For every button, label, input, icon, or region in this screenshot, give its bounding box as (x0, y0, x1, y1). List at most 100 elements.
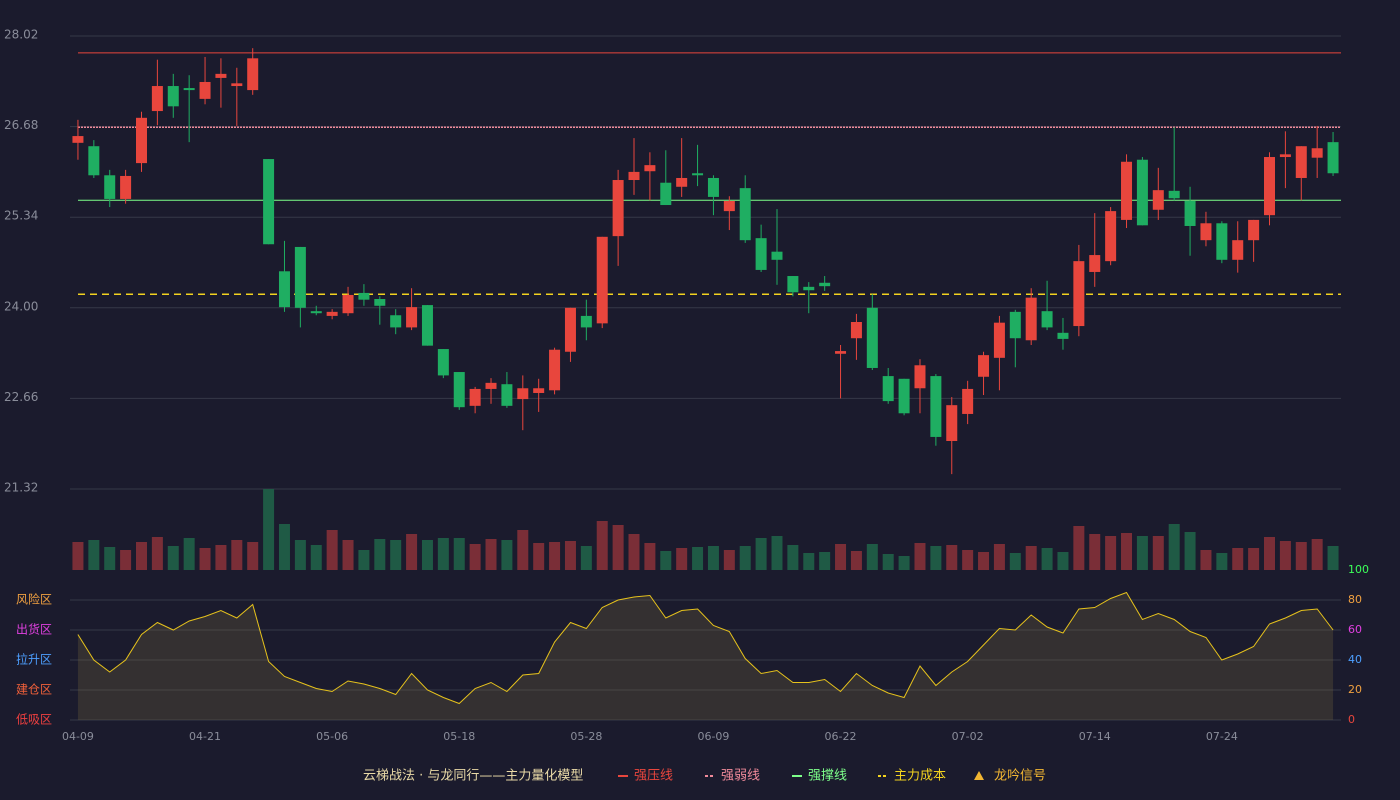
volume-bar (723, 550, 735, 570)
volume-bar (1168, 524, 1180, 570)
candle-body (882, 376, 894, 402)
candle-body (342, 294, 354, 314)
candle-body (1327, 142, 1339, 174)
x-tick-label: 05-06 (316, 730, 348, 743)
candle-body (1248, 219, 1260, 241)
candle-body (358, 292, 370, 300)
volume-bar (819, 552, 831, 570)
x-tick-label: 05-28 (570, 730, 602, 743)
candle-body (1041, 311, 1053, 328)
candle-body (1152, 190, 1164, 210)
candle-body (517, 388, 529, 400)
candle-body (374, 299, 386, 306)
x-tick-label: 06-22 (825, 730, 857, 743)
candle-body (580, 315, 592, 328)
candle-body (72, 136, 84, 143)
candle-body (1295, 146, 1307, 178)
indicator-line (77, 591, 1334, 705)
candle-body (247, 58, 259, 91)
candle-body (215, 73, 227, 78)
candle-body (549, 349, 561, 391)
candle-body (294, 246, 306, 308)
candle-body (1025, 297, 1037, 341)
volume-bar (326, 530, 338, 570)
volume-bar (1295, 542, 1307, 570)
y2-tick-label: 0 (1348, 713, 1355, 726)
candle-body (88, 146, 100, 176)
volume-bar (390, 540, 402, 570)
volume-bar (1025, 546, 1037, 570)
legend-label: 龙吟信号 (994, 768, 1046, 784)
volume-bar (930, 546, 942, 570)
candle-body (326, 311, 338, 316)
candle-body (469, 388, 481, 406)
legend-marker (974, 771, 984, 780)
volume-bar (580, 546, 592, 570)
candle-body (1264, 157, 1276, 216)
candle-body (1089, 255, 1101, 272)
volume-bar (803, 553, 815, 570)
volume-bar (755, 538, 767, 570)
candle-body (135, 117, 147, 164)
legend-label: 主力成本 (894, 769, 946, 784)
volume-bar (771, 536, 783, 570)
candle-body (723, 200, 735, 212)
volume-bar (421, 540, 433, 570)
candle-body (835, 351, 847, 354)
candle-body (1184, 200, 1196, 226)
candle-body (406, 307, 418, 328)
volume-bar (1089, 534, 1101, 570)
x-tick-label: 04-21 (189, 730, 221, 743)
candle-body (660, 182, 672, 206)
x-tick-label: 07-14 (1079, 730, 1111, 743)
volume-bar (898, 556, 910, 570)
y2-tick-label: 100 (1348, 563, 1369, 576)
candle-body (930, 376, 942, 437)
y2-tick-label: 80 (1348, 593, 1362, 606)
candle-body (898, 378, 910, 414)
volume-bar (1057, 552, 1069, 570)
volume-bar (453, 538, 465, 570)
volume-bar (978, 552, 990, 570)
candle-body (787, 276, 799, 293)
legend-label: 强弱线 (721, 769, 760, 784)
candle-body (946, 405, 958, 441)
legend-label: 强撑线 (808, 769, 847, 784)
volume-bar (596, 521, 608, 570)
x-tick-label: 07-24 (1206, 730, 1238, 743)
volume-bar (1041, 548, 1053, 570)
candle-body (628, 171, 640, 181)
volume-bar (1121, 533, 1133, 570)
candle-body (978, 355, 990, 377)
candle-body (1009, 311, 1021, 339)
volume-bar (533, 543, 545, 570)
candle-body (692, 173, 704, 176)
x-tick-label: 06-09 (697, 730, 729, 743)
volume-bar (739, 546, 751, 570)
volume-bar (1264, 537, 1276, 570)
y2-tick-label: 60 (1348, 623, 1362, 636)
candle-body (1073, 261, 1085, 327)
volume-bar (993, 544, 1005, 570)
candle-body (421, 305, 433, 346)
y-tick-label: 24.00 (4, 299, 38, 313)
candle-body (914, 365, 926, 389)
candle-body (120, 175, 132, 199)
volume-bar (167, 546, 179, 570)
candle-body (803, 286, 815, 291)
volume-bar (183, 538, 195, 570)
candle-body (676, 177, 688, 187)
candle-body (533, 388, 545, 393)
candle-body (1136, 159, 1148, 226)
candle-body (151, 86, 163, 112)
legend-label: 强压线 (634, 769, 673, 784)
x-tick-label: 05-18 (443, 730, 475, 743)
volume-bar (1073, 526, 1085, 570)
candle-body (1216, 223, 1228, 260)
candle-body (104, 175, 116, 199)
candle-body (1105, 211, 1117, 262)
volume-bar (358, 550, 370, 570)
volume-bar (517, 530, 529, 570)
volume-bar (787, 545, 799, 570)
